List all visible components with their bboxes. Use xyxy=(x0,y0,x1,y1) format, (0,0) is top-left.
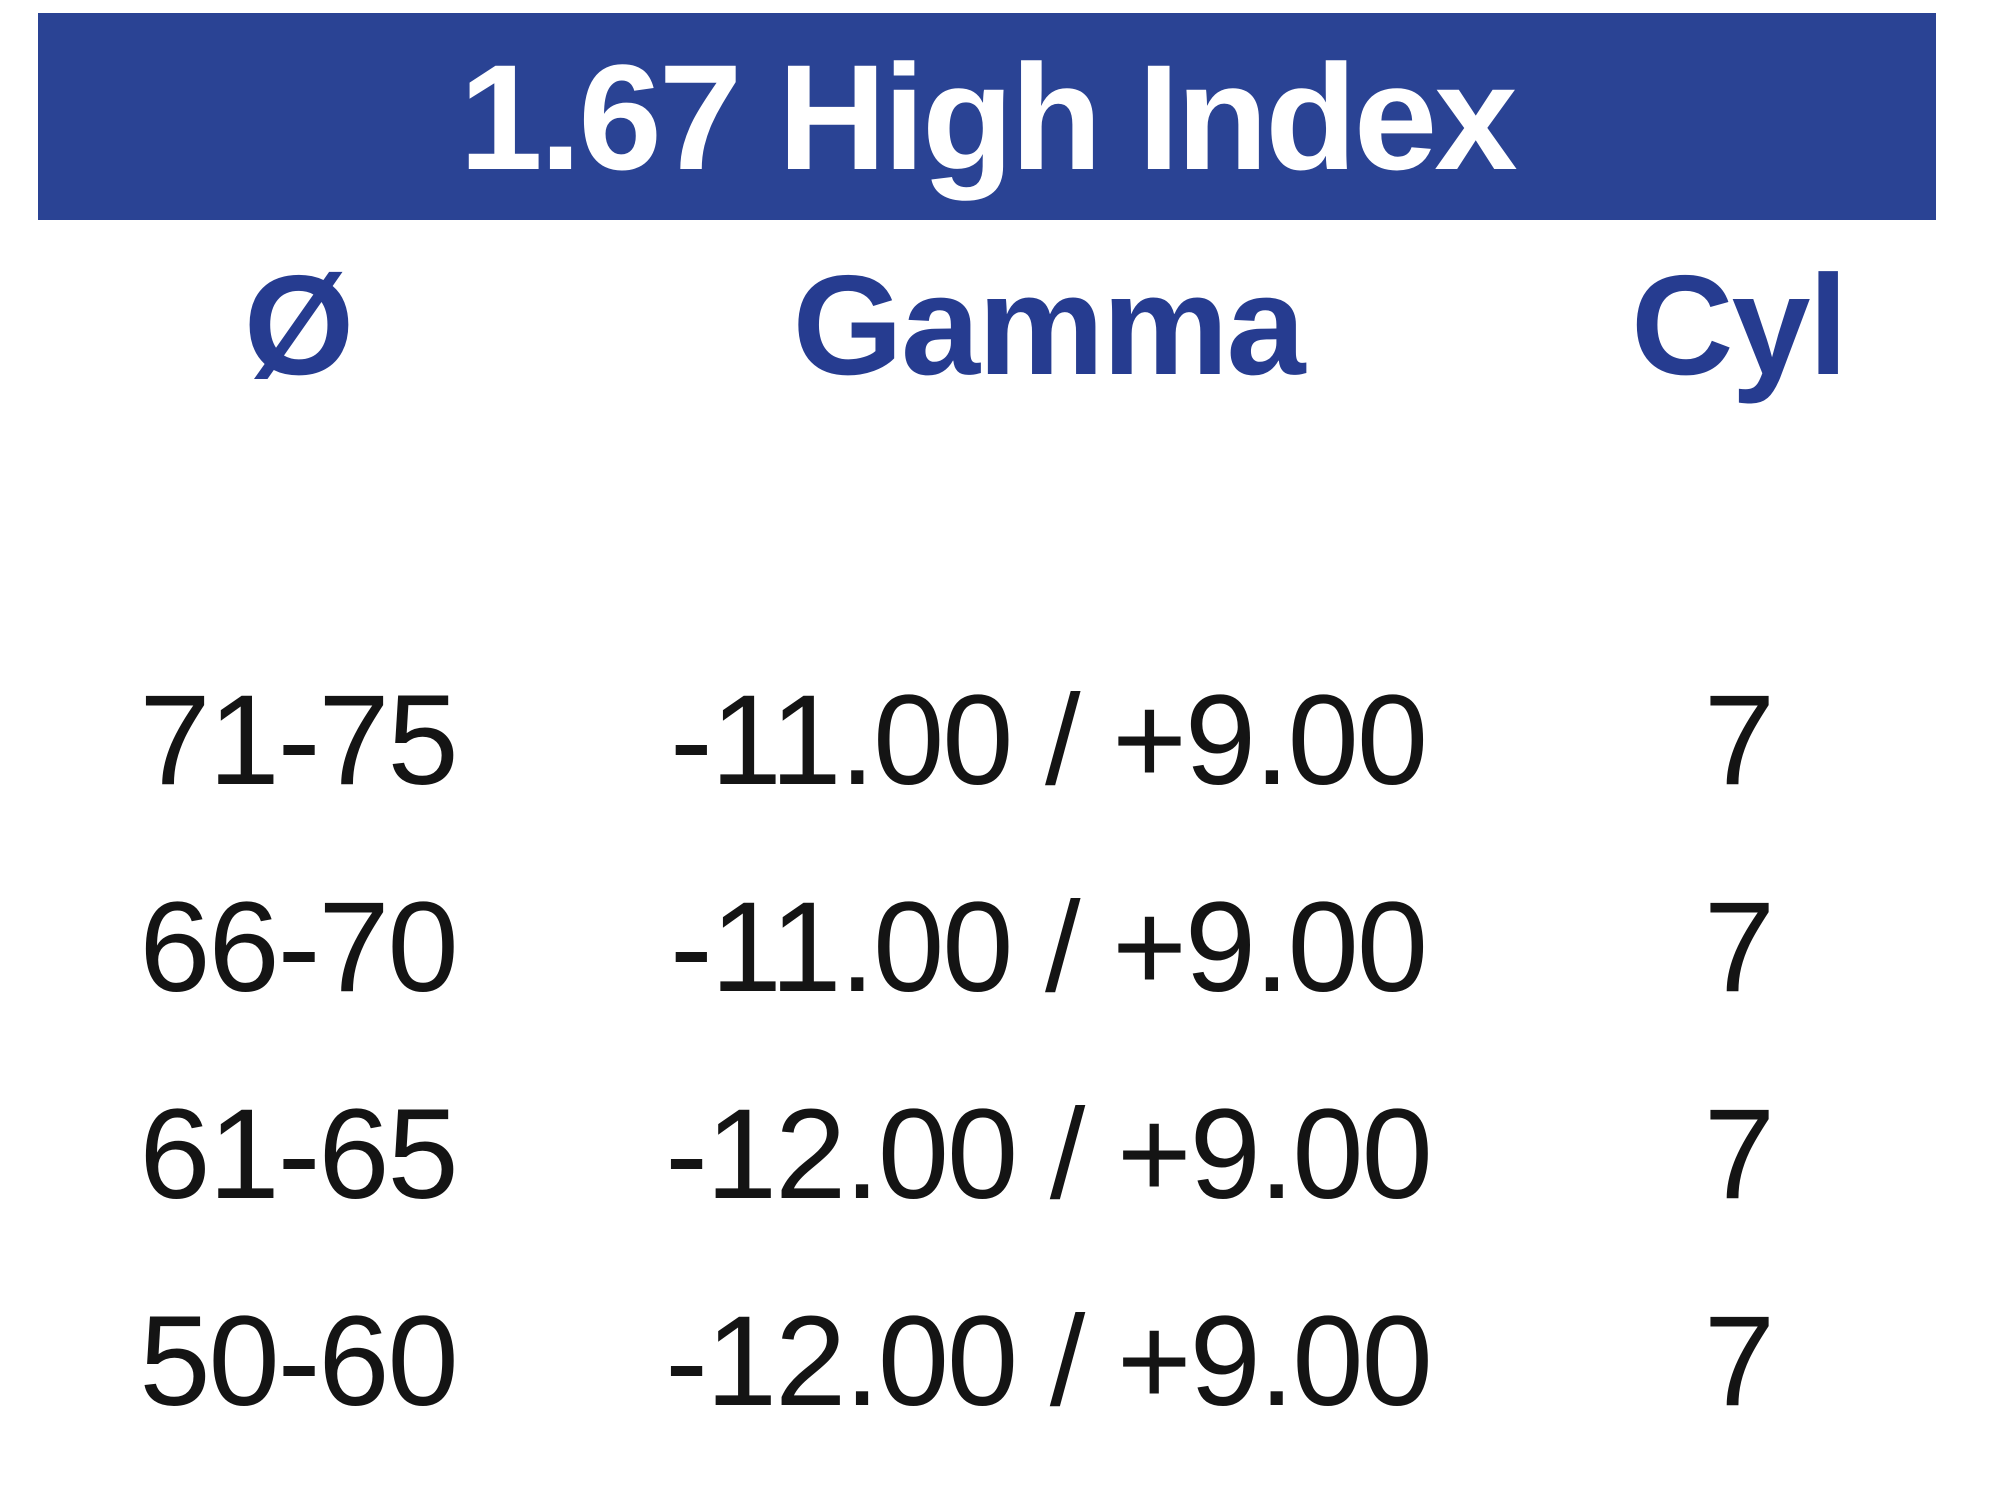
cell-cyl: 7 xyxy=(1703,669,1775,812)
cell-diameter: 50-60 xyxy=(139,1290,458,1433)
cell-gamma-range: -11.00 / +9.00 xyxy=(670,669,1428,812)
cell-gamma-range: -12.00 / +9.00 xyxy=(665,1083,1433,1226)
cell-gap xyxy=(1538,1060,1553,1250)
cell-cyl: 7 xyxy=(1703,876,1775,1019)
cell-gap xyxy=(1538,1267,1553,1457)
table-body: 71-75 -11.00 / +9.00 7 66-70 -11.00 / +9… xyxy=(38,646,1924,1457)
column-gap xyxy=(1538,238,1553,413)
cell-cyl: 7 xyxy=(1703,1083,1775,1226)
table-row: 71-75 -11.00 / +9.00 7 xyxy=(38,646,1924,836)
table-row: 66-70 -11.00 / +9.00 7 xyxy=(38,853,1924,1043)
column-header-gamma: Gamma xyxy=(792,245,1306,405)
column-header-diameter: Ø xyxy=(243,245,354,405)
column-header-cyl: Cyl xyxy=(1631,245,1848,405)
cell-diameter: 71-75 xyxy=(139,669,458,812)
cell-gap xyxy=(1538,646,1553,836)
cell-gap xyxy=(1538,853,1553,1043)
cell-gamma-range: -11.00 / +9.00 xyxy=(670,876,1428,1019)
table-title: 1.67 High Index xyxy=(459,32,1517,201)
cell-gamma-range: -12.00 / +9.00 xyxy=(665,1290,1433,1433)
cell-diameter: 61-65 xyxy=(139,1083,458,1226)
cell-diameter: 66-70 xyxy=(139,876,458,1019)
table-row: 61-65 -12.00 / +9.00 7 xyxy=(38,1060,1924,1250)
column-header-row: Ø Gamma Cyl xyxy=(38,238,1924,413)
table-title-banner: 1.67 High Index xyxy=(38,13,1936,220)
cell-cyl: 7 xyxy=(1703,1290,1775,1433)
table-row: 50-60 -12.00 / +9.00 7 xyxy=(38,1267,1924,1457)
